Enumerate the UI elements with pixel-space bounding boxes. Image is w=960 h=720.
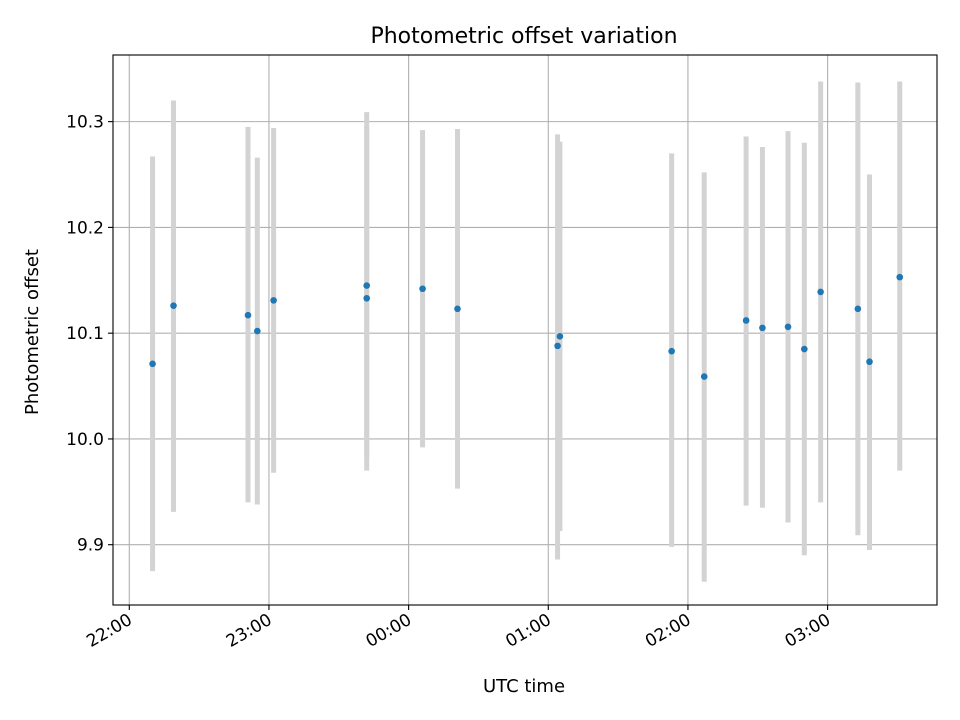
data-point	[254, 327, 261, 335]
data-point	[742, 317, 750, 324]
data-point	[363, 282, 371, 289]
x-axis-label: UTC time	[483, 676, 565, 697]
data-point	[896, 273, 904, 281]
data-point	[854, 305, 862, 313]
data-point	[244, 311, 252, 319]
y-tick-label: 10.1	[66, 324, 104, 344]
data-point	[419, 285, 426, 293]
data-point	[149, 360, 156, 368]
y-axis-ticks: 9.9 10.0 10.1 10.2 10.3	[66, 113, 113, 556]
chart-title: Photometric offset variation	[370, 24, 677, 49]
data-point	[554, 342, 561, 350]
plot-area-frame	[112, 54, 938, 606]
data-point	[454, 305, 461, 313]
data-points	[149, 273, 904, 380]
data-point	[801, 345, 808, 353]
data-point	[556, 333, 564, 340]
data-point	[363, 294, 371, 302]
grid-lines	[113, 55, 937, 605]
data-point	[784, 323, 792, 331]
y-tick-label: 10.3	[66, 113, 104, 133]
y-tick-label: 9.9	[77, 536, 104, 556]
data-point	[270, 297, 277, 304]
data-point	[668, 347, 675, 355]
y-tick-label: 10.2	[66, 218, 104, 238]
data-point	[866, 358, 873, 366]
y-axis-label: Photometric offset	[22, 249, 43, 415]
y-tick-label: 10.0	[66, 430, 104, 450]
data-point	[817, 288, 824, 296]
data-point	[170, 302, 177, 309]
data-point	[759, 324, 766, 332]
data-point	[700, 373, 708, 380]
